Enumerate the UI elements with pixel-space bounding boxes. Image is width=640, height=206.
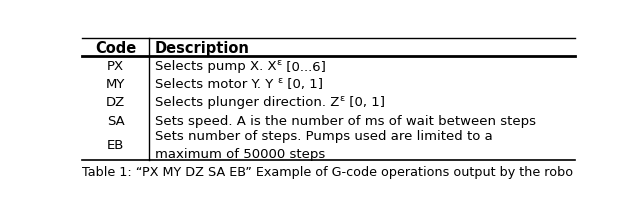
Text: Code: Code [95, 41, 136, 55]
Text: ε: ε [277, 75, 283, 84]
Text: DZ: DZ [106, 96, 125, 109]
Text: EB: EB [107, 138, 124, 151]
Text: Sets number of steps. Pumps used are limited to a
maximum of 50000 steps: Sets number of steps. Pumps used are lim… [155, 130, 493, 160]
Text: Selects motor Y. Y: Selects motor Y. Y [155, 78, 277, 91]
Text: Selects pump X. X: Selects pump X. X [155, 60, 276, 73]
Text: [0...6]: [0...6] [282, 60, 326, 73]
Text: MY: MY [106, 78, 125, 91]
Text: [0, 1]: [0, 1] [344, 96, 385, 109]
Text: Selects plunger direction. Z: Selects plunger direction. Z [155, 96, 339, 109]
Text: SA: SA [107, 114, 125, 127]
Text: PX: PX [107, 60, 124, 73]
Text: [0, 1]: [0, 1] [283, 78, 323, 91]
Text: Sets speed. A is the number of ms of wait between steps: Sets speed. A is the number of ms of wai… [155, 114, 536, 127]
Text: Table 1: “PX MY DZ SA EB” Example of G-code operations output by the robo: Table 1: “PX MY DZ SA EB” Example of G-c… [83, 166, 573, 179]
Text: ε: ε [339, 94, 344, 102]
Text: Description: Description [155, 41, 250, 55]
Text: ε: ε [276, 57, 282, 66]
